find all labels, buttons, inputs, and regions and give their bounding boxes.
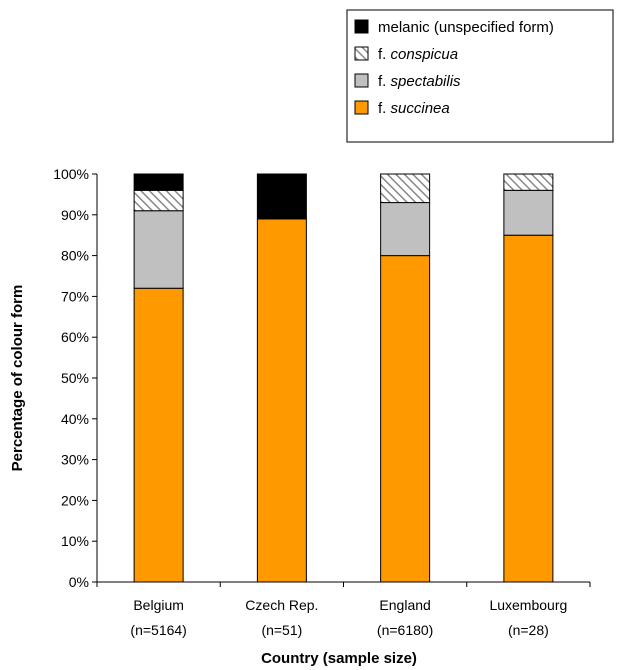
bar-segment-conspicua-england [380,173,431,204]
x-tick-label: England [379,597,430,613]
y-tick-label: 100% [53,166,89,182]
x-tick-sublabel: (n=6180) [377,622,433,638]
legend-swatch [354,46,369,61]
bar-segment-succinea-czechrep [256,218,307,583]
x-tick-label: Czech Rep. [245,597,318,613]
legend-box [346,9,614,143]
y-tick-label: 40% [61,411,89,427]
legend-label-name: conspicua [391,46,459,63]
y-tick-label: 60% [61,329,89,345]
y-tick-label: 70% [61,288,89,304]
x-tick-sublabel: (n=5164) [130,622,186,638]
y-tick-label: 20% [61,492,89,508]
legend-swatch [354,100,369,115]
x-tick-label: Luxembourg [489,597,567,613]
legend-label-name: spectabilis [391,73,462,90]
y-tick-label: 10% [61,533,89,549]
x-axis-title: Country (sample size) [261,650,417,667]
legend-label-name: succinea [391,100,450,117]
y-tick-label: 80% [61,248,89,264]
legend-label-prefix: f. [378,46,391,63]
legend-label: f. spectabilis [378,73,461,90]
legend-swatch [354,19,369,34]
bar-segment-spectabilis-luxembourg [503,189,554,236]
bar-segment-conspicua-luxembourg [503,173,554,191]
bar-segment-conspicua-belgium [133,189,184,212]
bar-segment-succinea-england [380,255,431,583]
x-tick-sublabel: (n=28) [508,622,549,638]
legend-label: melanic (unspecified form) [378,19,554,36]
y-tick-label: 30% [61,452,89,468]
legend-swatch [354,73,369,88]
legend-label-prefix: f. [378,73,391,90]
legend-label-prefix: f. [378,100,391,117]
x-tick-sublabel: (n=51) [261,622,302,638]
y-tick-label: 50% [61,370,89,386]
bar-segment-melanic-czechrep [256,173,307,220]
legend: melanic (unspecified form)f. conspicuaf.… [346,9,614,143]
bar-segment-spectabilis-england [380,202,431,257]
x-tick-label: Belgium [133,597,184,613]
bar-segment-succinea-luxembourg [503,234,554,583]
y-tick-label: 0% [69,574,89,590]
legend-label: f. conspicua [378,46,458,63]
legend-label: f. succinea [378,100,450,117]
bar-segment-spectabilis-belgium [133,210,184,289]
y-tick-label: 90% [61,207,89,223]
y-axis-title: Percentage of colour form [9,285,26,472]
bar-segment-melanic-belgium [133,173,184,191]
plot-area: 0% 10% 20% 30% 40% 50% 60% 70% 80% 90% 100% Belgium… [53,166,591,638]
bar-segment-succinea-belgium [133,287,184,583]
